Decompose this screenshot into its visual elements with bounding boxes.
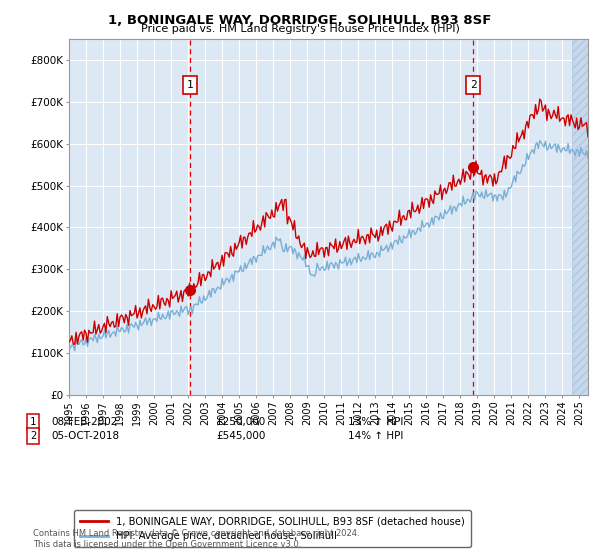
Text: £545,000: £545,000 xyxy=(216,431,265,441)
Text: Contains HM Land Registry data © Crown copyright and database right 2024.
This d: Contains HM Land Registry data © Crown c… xyxy=(33,529,359,549)
Text: 05-OCT-2018: 05-OCT-2018 xyxy=(51,431,119,441)
Text: 13% ↑ HPI: 13% ↑ HPI xyxy=(348,417,403,427)
Text: 1: 1 xyxy=(187,80,193,90)
Text: 2: 2 xyxy=(30,431,36,441)
Text: 14% ↑ HPI: 14% ↑ HPI xyxy=(348,431,403,441)
Text: Price paid vs. HM Land Registry's House Price Index (HPI): Price paid vs. HM Land Registry's House … xyxy=(140,24,460,34)
Legend: 1, BONINGALE WAY, DORRIDGE, SOLIHULL, B93 8SF (detached house), HPI: Average pri: 1, BONINGALE WAY, DORRIDGE, SOLIHULL, B9… xyxy=(74,510,471,547)
Text: 2: 2 xyxy=(470,80,476,90)
Text: 1: 1 xyxy=(30,417,36,427)
Text: 1, BONINGALE WAY, DORRIDGE, SOLIHULL, B93 8SF: 1, BONINGALE WAY, DORRIDGE, SOLIHULL, B9… xyxy=(109,14,491,27)
Bar xyxy=(572,39,588,395)
Text: £250,000: £250,000 xyxy=(216,417,265,427)
Text: 08-FEB-2002: 08-FEB-2002 xyxy=(51,417,118,427)
